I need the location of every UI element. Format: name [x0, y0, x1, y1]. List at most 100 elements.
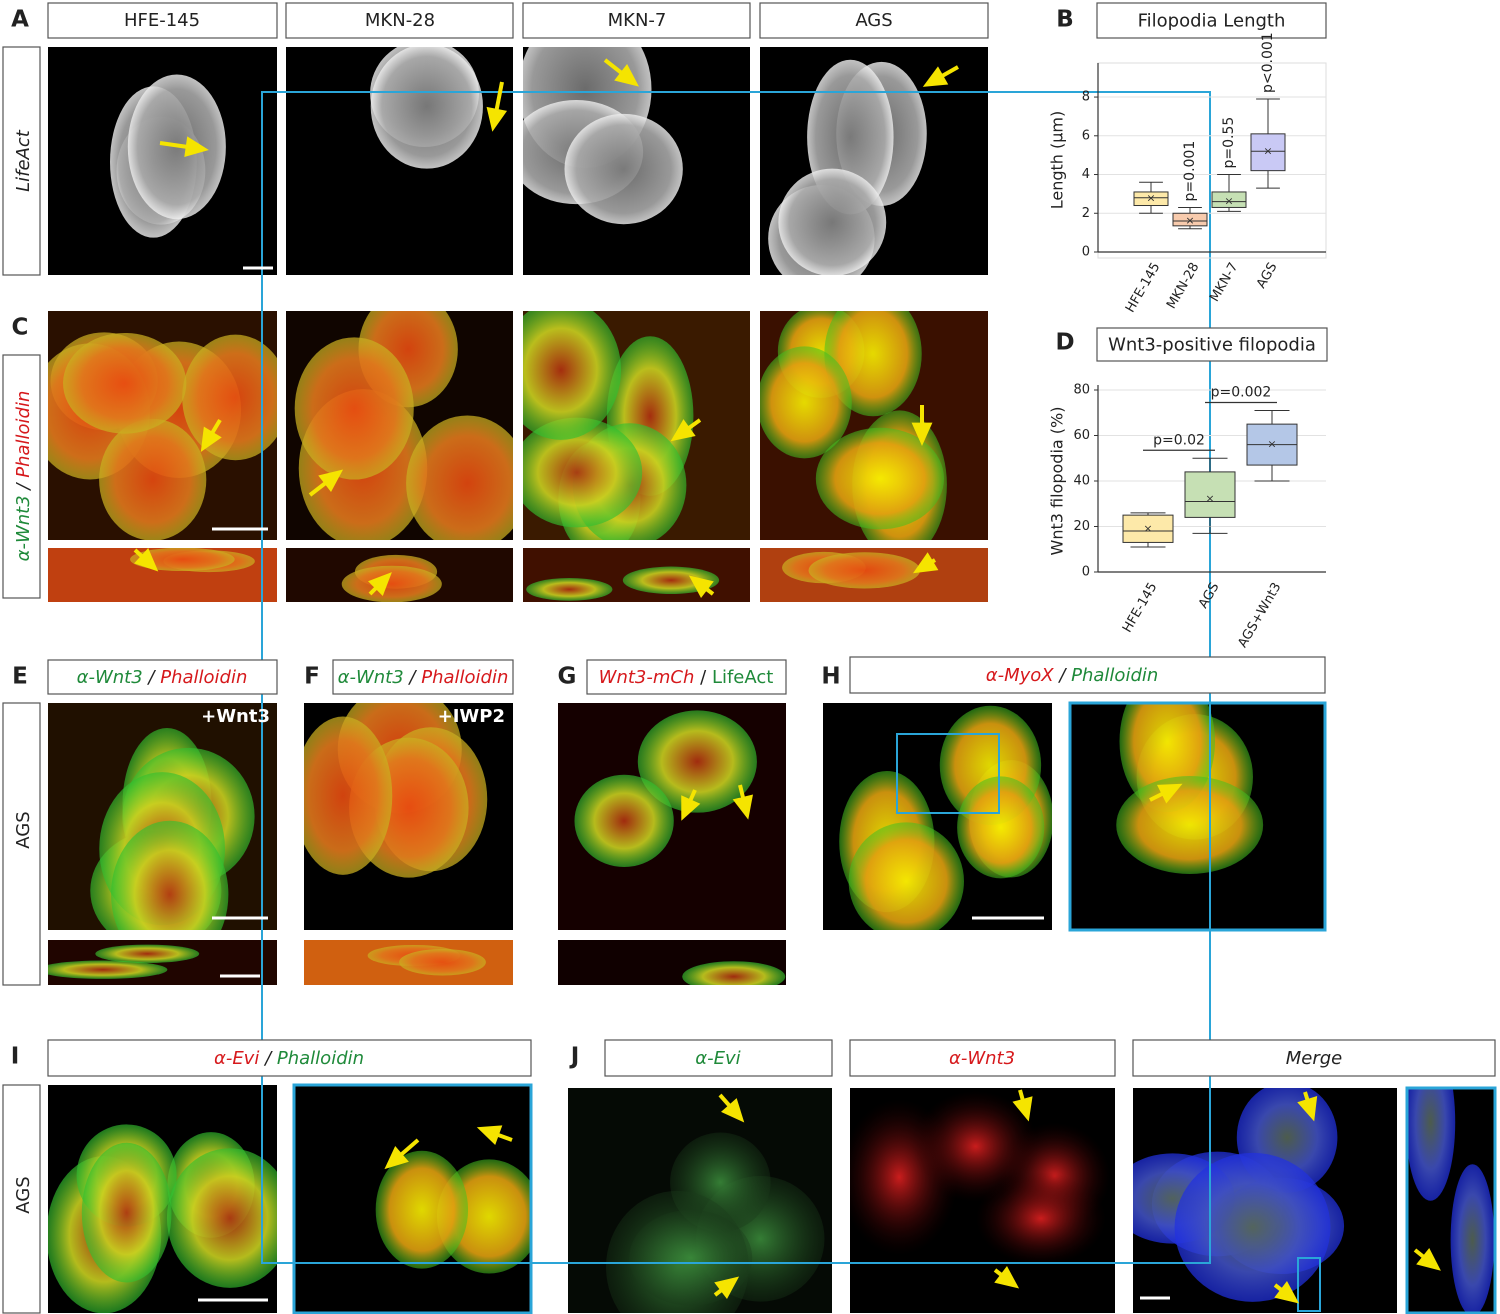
header-box [47, 2, 278, 39]
cell [778, 168, 887, 275]
cells [367, 944, 486, 976]
inset-label: +Wnt3 [201, 706, 270, 727]
mean-marker: × [1224, 195, 1233, 208]
label-part: α-Wnt3 [338, 667, 404, 688]
cell [95, 944, 200, 963]
box [1184, 471, 1236, 518]
header-box [332, 659, 514, 695]
arrow-head [1416, 1248, 1441, 1271]
cell [399, 949, 486, 976]
cells [375, 1150, 531, 1274]
zoom-frame [1068, 701, 1327, 932]
header-box [1132, 1039, 1496, 1077]
cells [304, 703, 488, 878]
chart-title: Filopodia Length [1138, 11, 1286, 32]
y-tick-label: 6 [1082, 128, 1090, 143]
cell [48, 960, 168, 979]
panel-header: Wnt3-mCh / LifeAct [599, 667, 774, 688]
panel-letter: J [569, 1044, 580, 1070]
label-part: Wnt3-mCh [599, 667, 695, 688]
title-box [1096, 327, 1328, 362]
x-tick-label: MKN-7 [1207, 260, 1241, 304]
arrow-head [911, 422, 933, 446]
panel-letter: C [12, 315, 29, 341]
arrow-head [670, 419, 696, 442]
header-box [47, 659, 278, 695]
cells [370, 47, 483, 169]
cell [341, 565, 442, 602]
y-tick-label: 2 [1082, 206, 1090, 221]
label-part: Phalloidin [421, 667, 508, 688]
p-value: p=0.001 [1182, 141, 1198, 202]
label-part: Phalloidin [160, 667, 247, 688]
cell [815, 427, 945, 530]
y-tick-label: 60 [1073, 428, 1090, 443]
label-part: / [263, 1048, 273, 1069]
overlay: +Wnt3 +IWP2 [201, 706, 505, 727]
box [1172, 212, 1208, 227]
arrow-head [200, 426, 222, 453]
y-tick-label: 40 [1073, 474, 1090, 489]
cell [526, 578, 613, 601]
label-part: α-Wnt3 [77, 667, 143, 688]
mean-marker: × [1146, 192, 1155, 205]
label-part: / [146, 667, 156, 688]
cells [130, 548, 255, 573]
cell [406, 415, 513, 540]
arrow-head [1274, 1281, 1300, 1304]
bracket-label: p=0.002 [1211, 384, 1272, 400]
cell [912, 1090, 1039, 1202]
cell [370, 47, 483, 169]
column-header: MKN-28 [365, 10, 435, 31]
label-part: Phalloidin [277, 1048, 364, 1069]
arrow-head [922, 66, 949, 87]
y-axis-label: Length (µm) [1048, 111, 1067, 210]
inset-label: +IWP2 [438, 706, 505, 727]
cell [99, 418, 207, 540]
label-part: α-MyoX [986, 665, 1055, 686]
x-tick-label: MKN-28 [1164, 260, 1202, 311]
cell [294, 337, 414, 480]
panel-letter: H [821, 664, 840, 690]
arrow-head [476, 1125, 503, 1145]
cell [574, 774, 674, 868]
panel-header: α-MyoX / Phalloidin [986, 665, 1159, 686]
x-tick-label: AGS+Wnt3 [1235, 580, 1284, 650]
panel-letter: F [304, 664, 320, 690]
zoom-frame [1405, 1086, 1497, 1314]
cell [1450, 1164, 1495, 1313]
box [1133, 191, 1169, 207]
cell [682, 961, 786, 985]
arrow-head [1156, 783, 1183, 804]
cell [130, 548, 235, 572]
label-part: / [700, 667, 707, 688]
arrow-head [1297, 1095, 1318, 1122]
column-headers: HFE-145 MKN-28 MKN-7 AGS [47, 2, 989, 39]
row-label-box [2, 354, 41, 599]
y-tick-label: 4 [1082, 167, 1090, 182]
header-box [47, 1039, 532, 1077]
arrow-head [688, 575, 714, 598]
cell [629, 1209, 753, 1306]
column-header: MKN-7 [608, 10, 667, 31]
x-tick-label: HFE-145 [1120, 580, 1160, 635]
label-part: LifeAct [712, 667, 773, 688]
row-label: AGS [13, 1176, 34, 1213]
panel-letter: I [11, 1044, 20, 1070]
arrow-head [318, 469, 344, 492]
cells [574, 710, 757, 868]
panel-header: α-Evi [695, 1048, 740, 1069]
title-box [1096, 2, 1327, 39]
arrow-head [384, 1146, 409, 1170]
cell [637, 710, 757, 813]
cell [957, 776, 1045, 879]
label-part: α-Evi [214, 1048, 259, 1069]
box [1250, 133, 1286, 172]
header-box [849, 1039, 1116, 1077]
cells [294, 311, 513, 540]
cells [606, 1132, 825, 1313]
cells [523, 311, 694, 540]
row-label: LifeAct [13, 129, 34, 192]
panel-letter: G [558, 664, 577, 690]
cell [81, 1142, 172, 1283]
